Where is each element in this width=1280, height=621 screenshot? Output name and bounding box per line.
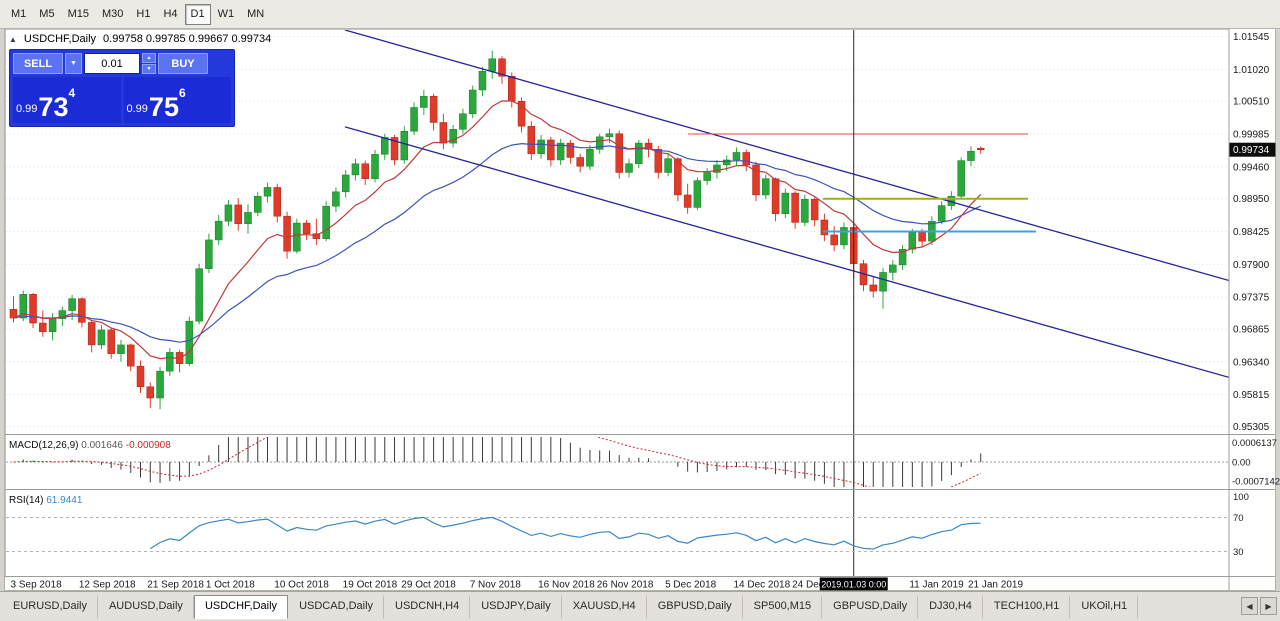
timeframe-button-M1[interactable]: M1	[5, 4, 32, 25]
time-scale[interactable]	[5, 577, 1229, 591]
date-label: 14 Dec 2018	[733, 580, 790, 591]
date-label: 1 Oct 2018	[206, 580, 255, 591]
volume-dropdown-button[interactable]: ▼	[65, 53, 82, 74]
sell-button[interactable]: SELL	[13, 53, 63, 74]
date-label: 21 Sep 2018	[147, 580, 204, 591]
chart-tab-USDCAD-Daily[interactable]: USDCAD,Daily	[288, 595, 385, 619]
chart-tab-AUDUSD-Daily[interactable]: AUDUSD,Daily	[98, 595, 194, 619]
price-tick-label: 0.96865	[1233, 324, 1270, 335]
date-label: 26 Nov 2018	[597, 580, 654, 591]
rsi-label: RSI(14) 61.9441	[9, 495, 83, 506]
buy-price-display[interactable]: 0.99 75 6	[123, 77, 231, 123]
date-label: 7 Nov 2018	[470, 580, 522, 591]
price-tick-label: 1.01020	[1233, 65, 1270, 76]
chart-title-symbol: USDCHF,Daily	[23, 33, 97, 45]
buy-price-big: 75	[148, 92, 179, 123]
chart-tab-USDCHF-Daily[interactable]: USDCHF,Daily	[193, 595, 289, 619]
date-label: 10 Oct 2018	[274, 580, 329, 591]
sell-price-prefix: 0.99	[16, 103, 38, 115]
ma-slow-line	[13, 142, 981, 343]
rsi-scale-label: 70	[1233, 513, 1244, 524]
rsi-scale-label: 30	[1233, 547, 1244, 558]
price-tick-label: 0.98950	[1233, 194, 1270, 205]
date-label: 12 Sep 2018	[79, 580, 136, 591]
trendline-2[interactable]	[344, 126, 1229, 379]
current-price-badge-text: 0.99734	[1233, 145, 1270, 156]
macd-scale-label: 0.0006137	[1232, 438, 1277, 449]
chart-tab-bar: EURUSD,Daily AUDUSD,Daily USDCHF,Daily USDC…	[0, 591, 1280, 621]
chart-tab-UKOil-H1[interactable]: UKOil,H1	[1070, 595, 1139, 619]
timeframe-button-H4[interactable]: H4	[157, 4, 183, 25]
price-tick-label: 1.00510	[1233, 97, 1270, 108]
chart-tabs: EURUSD,Daily AUDUSD,Daily USDCHF,Daily USDC…	[2, 595, 1139, 619]
chart-tab-XAUUSD-H4[interactable]: XAUUSD,H4	[562, 595, 647, 619]
price-tick-label: 0.95815	[1233, 390, 1270, 401]
tabs-scroll-right-button[interactable]: ▶	[1260, 597, 1277, 615]
chart-tab-EURUSD-Daily[interactable]: EURUSD,Daily	[2, 595, 98, 619]
macd-label: MACD(12,26,9) 0.001646 -0.000908	[9, 440, 171, 451]
timeframe-button-H1[interactable]: H1	[130, 4, 156, 25]
volume-increment-button[interactable]: ▲	[142, 53, 156, 63]
vline-date-badge	[819, 577, 888, 591]
rsi-scale-label: 100	[1233, 492, 1249, 503]
date-label: 29 Oct 2018	[401, 580, 456, 591]
tabs-scroll-left-button[interactable]: ◀	[1241, 597, 1258, 615]
price-tick-label: 0.97900	[1233, 260, 1270, 271]
price-scale[interactable]	[1229, 29, 1275, 590]
timeframe-button-W1[interactable]: W1	[212, 4, 241, 25]
timeframe-toolbar: M1 M5 M15 M30 H1 H4 D1 W1 MN	[0, 0, 1280, 29]
trendline-1[interactable]	[344, 30, 1229, 282]
timeframe-button-D1[interactable]: D1	[184, 3, 211, 25]
vline-date-badge-text: 2019.01.03 0:00	[821, 580, 886, 590]
volume-input[interactable]	[84, 53, 140, 74]
ma-fast-line	[13, 100, 982, 360]
chart-header: ▲ USDCHF,Daily 0.99758 0.99785 0.99667 0…	[9, 33, 271, 45]
buy-price-prefix: 0.99	[126, 103, 148, 115]
chart-tab-GBPUSD-Daily[interactable]: GBPUSD,Daily	[647, 595, 743, 619]
sell-price-display[interactable]: 0.99 73 4	[13, 77, 121, 123]
sell-price-sup: 4	[68, 86, 76, 100]
macd-histogram	[22, 437, 982, 487]
price-tick-label: 1.01545	[1233, 32, 1270, 43]
price-tick-label: 0.95305	[1233, 422, 1270, 433]
price-tick-label: 0.97375	[1233, 293, 1270, 304]
volume-decrement-button[interactable]: ▼	[142, 64, 156, 74]
current-price-badge	[1229, 142, 1276, 157]
price-tick-label: 0.99985	[1233, 130, 1270, 141]
date-label: 5 Dec 2018	[665, 580, 717, 591]
chart-tab-GBPUSD-Daily[interactable]: GBPUSD,Daily	[822, 595, 919, 619]
price-tick-label: 0.96340	[1233, 357, 1270, 368]
chart-tab-USDCNH-H4[interactable]: USDCNH,H4	[384, 595, 471, 619]
candlesticks	[9, 50, 985, 410]
timeframe-button-M30[interactable]: M30	[96, 4, 129, 25]
timeframe-button-MN[interactable]: MN	[241, 4, 270, 25]
one-click-collapse-icon[interactable]: ▲	[9, 34, 17, 44]
macd-scale-label: -0.0007142	[1232, 477, 1280, 488]
tab-scroll-arrows: ◀ ▶	[1241, 597, 1277, 615]
date-label: 3 Sep 2018	[11, 580, 63, 591]
date-label: 11 Jan 2019	[909, 580, 964, 591]
chart-tab-USDJPY-Daily[interactable]: USDJPY,Daily	[470, 595, 562, 619]
macd-scale-label: 0.00	[1232, 458, 1251, 469]
chart-title-ohlc: 0.99758 0.99785 0.99667 0.99734	[103, 33, 272, 45]
rsi-line	[149, 516, 981, 550]
buy-price-sup: 6	[178, 86, 186, 100]
date-label: 21 Jan 2019	[968, 580, 1023, 591]
timeframe-button-M5[interactable]: M5	[33, 4, 60, 25]
price-tick-label: 0.98425	[1233, 227, 1270, 238]
one-click-trading-panel: SELL ▼ ▲ ▼ BUY 0.99 73 4 0.99 75 6	[9, 49, 235, 127]
macd-signal-line	[13, 437, 981, 487]
date-label: 16 Nov 2018	[538, 580, 595, 591]
buy-button[interactable]: BUY	[158, 53, 208, 74]
price-tick-label: 0.99460	[1233, 162, 1270, 173]
volume-spinner: ▲ ▼	[142, 53, 156, 74]
sell-price-big: 73	[38, 92, 69, 123]
chart-tab-SP500-M15[interactable]: SP500,M15	[743, 595, 823, 619]
chart-tab-TECH100-H1[interactable]: TECH100,H1	[983, 595, 1071, 619]
date-label: 19 Oct 2018	[343, 580, 398, 591]
chart-tab-DJ30-H4[interactable]: DJ30,H4	[918, 595, 983, 619]
timeframe-button-M15[interactable]: M15	[62, 4, 95, 25]
